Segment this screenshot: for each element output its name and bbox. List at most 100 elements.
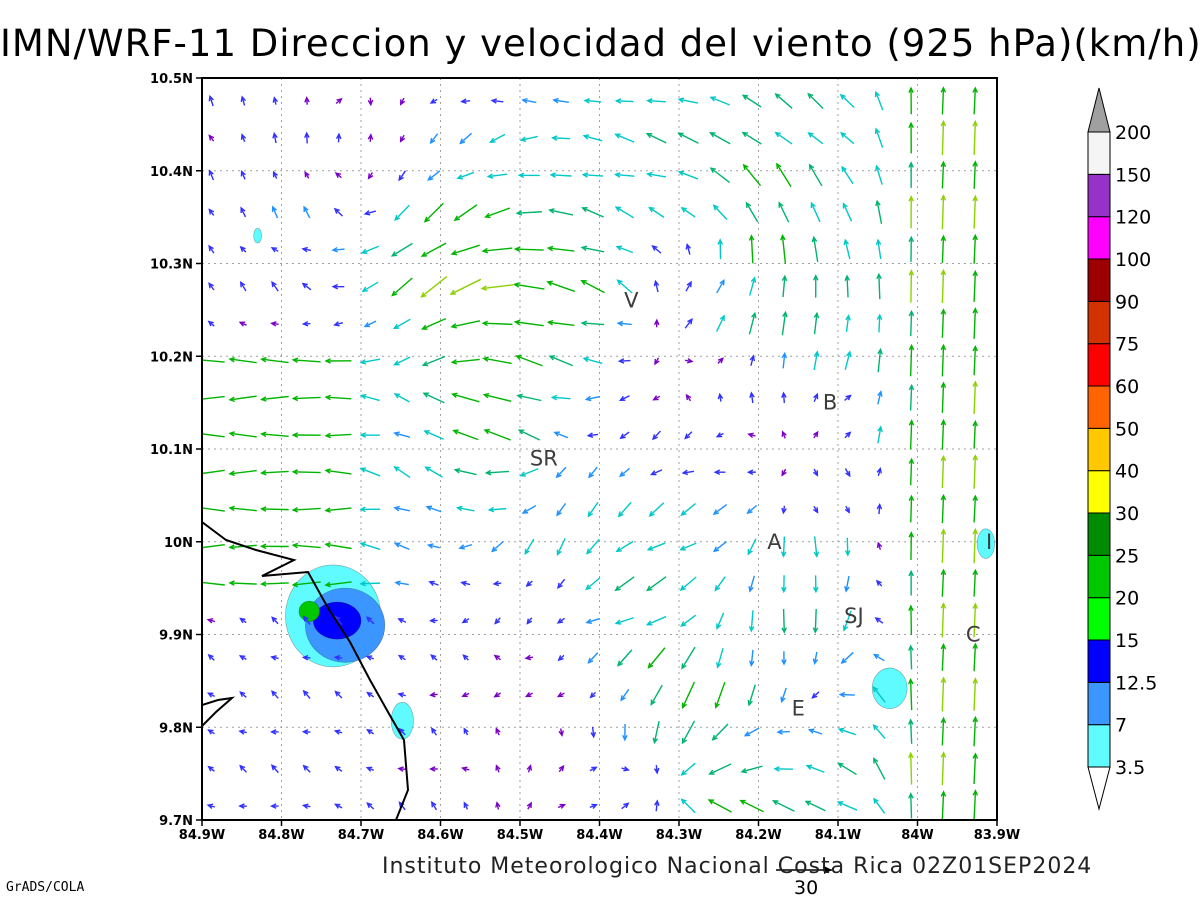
wind-vector	[651, 245, 662, 254]
colorbar-over-triangle	[1087, 87, 1111, 133]
wind-vector	[645, 615, 667, 626]
wind-vector-head	[940, 160, 947, 168]
colorbar-label: 200	[1115, 122, 1151, 144]
wind-vector-shaft	[652, 430, 661, 440]
wind-vector-shaft	[361, 358, 381, 364]
wind-vector	[301, 803, 311, 809]
wind-vector-shaft	[240, 281, 247, 292]
wind-vector	[836, 801, 858, 811]
wind-vector-shaft	[714, 576, 726, 591]
wind-vector-head	[875, 164, 881, 172]
wind-vector-head	[455, 505, 463, 512]
wind-vector	[304, 131, 310, 144]
wind-vector	[270, 764, 279, 774]
wind-vector-shaft	[973, 271, 977, 302]
colorbar-segment	[1087, 681, 1111, 726]
x-tick-label: 84.4W	[576, 828, 622, 843]
wind-vector	[450, 358, 480, 365]
wind-vector	[619, 431, 630, 440]
wind-vector-head	[646, 171, 653, 178]
wind-vector-shaft	[395, 542, 410, 550]
wind-vector-shaft	[647, 173, 666, 178]
wind-vector-head	[877, 347, 883, 355]
wind-vector-head	[653, 767, 660, 775]
wind-vector	[681, 469, 695, 476]
wind-vector-shaft	[394, 432, 411, 438]
speed-contour-patch	[976, 528, 995, 559]
wind-vector-shaft	[680, 576, 697, 591]
wind-vector	[908, 269, 915, 303]
wind-vector	[360, 245, 379, 254]
wind-vector-shaft	[421, 276, 448, 298]
wind-vector-shaft	[878, 315, 881, 333]
wind-vector	[972, 568, 978, 597]
wind-vector-head	[301, 654, 309, 661]
wind-vector-head	[462, 654, 469, 661]
wind-vector-shaft	[973, 644, 977, 672]
wind-vector-head	[463, 801, 469, 808]
wind-vector	[334, 765, 343, 772]
wind-vector	[238, 729, 247, 735]
wind-vector-head	[748, 625, 755, 633]
colorbar-label: 12.5	[1115, 672, 1157, 694]
wind-vector-head	[845, 431, 852, 438]
wind-vector	[872, 724, 886, 739]
wind-vector-shaft	[483, 322, 513, 326]
wind-vector-head	[749, 354, 756, 362]
wind-vector-head	[740, 767, 748, 774]
wind-vector-head	[291, 469, 299, 475]
wind-vector	[238, 321, 247, 327]
wind-vector-head	[271, 616, 278, 623]
wind-vector	[333, 207, 343, 217]
wind-vector-head	[838, 691, 846, 698]
wind-vector-shaft	[741, 765, 763, 773]
wind-vector	[781, 468, 787, 477]
wind-vector	[940, 194, 947, 230]
wind-vector	[714, 681, 726, 709]
wind-vector-head	[397, 618, 404, 624]
wind-vector-shaft	[941, 456, 945, 488]
wind-vector-head	[874, 90, 881, 98]
wind-vector-shaft	[554, 431, 569, 439]
wind-vector	[553, 431, 569, 439]
wind-vector	[393, 393, 410, 403]
wind-vector-shaft	[261, 395, 289, 401]
wind-vector-head	[590, 731, 597, 739]
wind-vector-shaft	[615, 133, 635, 143]
wind-vector	[590, 726, 597, 739]
wind-vector-shaft	[394, 356, 411, 366]
wind-vector-head	[591, 766, 598, 772]
wind-vector	[940, 751, 947, 786]
wind-vector-shaft	[973, 235, 977, 264]
speed-contour-patch	[298, 600, 320, 622]
wind-vector-head	[208, 208, 215, 215]
wind-vector-head	[940, 602, 947, 609]
wind-vector	[517, 429, 541, 441]
wind-vector-head	[494, 618, 501, 625]
wind-vector-head	[238, 321, 246, 327]
wind-vector-head	[812, 470, 819, 477]
wind-vector-shaft	[394, 466, 411, 478]
wind-vector-head	[333, 729, 341, 735]
wind-vector-head	[780, 551, 787, 558]
colorbar-segment	[1087, 300, 1111, 345]
colorbar-segment	[1087, 597, 1111, 641]
wind-vector	[972, 194, 978, 229]
wind-vector	[259, 581, 289, 587]
wind-vector-head	[259, 506, 267, 512]
wind-vector-head	[460, 580, 467, 587]
wind-vector	[206, 803, 216, 809]
wind-vector	[359, 506, 381, 513]
wind-vector	[940, 716, 947, 746]
wind-vector-head	[291, 357, 299, 364]
wind-vector	[361, 281, 379, 293]
wind-vector	[812, 608, 819, 634]
wind-vector-shaft	[547, 281, 576, 293]
wind-vector	[908, 718, 914, 744]
wind-vector	[492, 580, 502, 587]
wind-vector	[877, 425, 883, 444]
wind-vector-shaft	[618, 322, 632, 326]
wind-vector-head	[555, 472, 562, 479]
wind-vector	[521, 97, 537, 104]
wind-vector	[613, 172, 635, 178]
